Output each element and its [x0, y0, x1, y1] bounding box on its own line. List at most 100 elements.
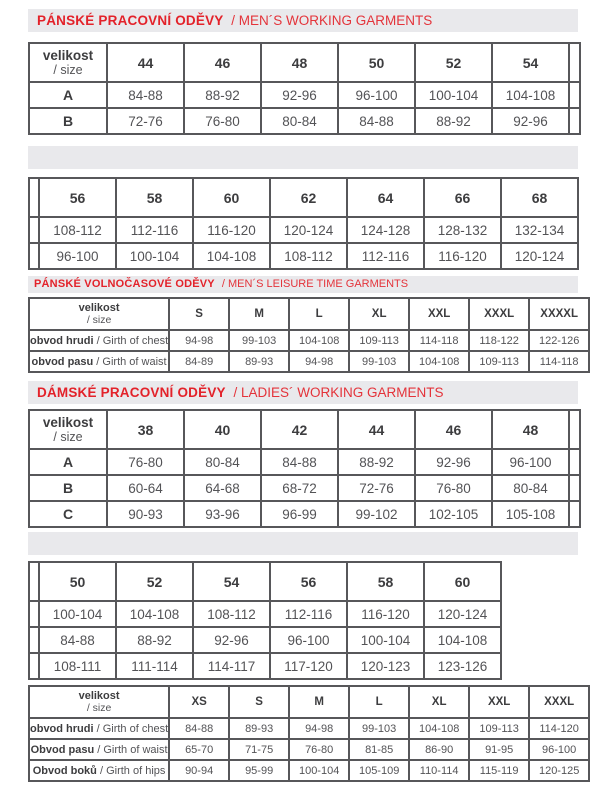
size-range-cell: 109-113 — [348, 329, 411, 352]
measurement-label-en: / Girth of chest — [93, 722, 169, 735]
size-range-cell: 80-84 — [260, 107, 339, 135]
size-range-cell: 120-124 — [423, 600, 502, 628]
size-column-header: 38 — [106, 409, 185, 450]
size-column-header: XS — [168, 685, 231, 719]
size-column-header: 48 — [491, 409, 570, 450]
size-range-cell: 100-104 — [346, 626, 425, 654]
clipped-column-sliver — [28, 561, 40, 602]
size-range-cell: 93-96 — [183, 500, 262, 528]
table-header-row: velikost / size S M L XL XXL XXXL XXXXL — [27, 297, 591, 331]
section-title-en: / MEN´S WORKING GARMENTS — [231, 13, 433, 28]
measurement-label-cz: obvod hrudi — [30, 722, 94, 735]
section-title-mens-working: PÁNSKÉ PRACOVNÍ ODĚVY / MEN´S WORKING GA… — [28, 9, 578, 32]
size-column-header: XXL — [408, 297, 471, 331]
measurement-label-cz: obvod pasu — [31, 355, 94, 368]
size-table: velikost / size XS S M L XL XXL XXXL obvod hrudi … — [27, 685, 591, 782]
size-range-cell: 115-119 — [468, 759, 531, 782]
clipped-column-sliver — [568, 81, 581, 109]
measurement-label-en: / Girth of chest — [93, 334, 169, 347]
size-column-header: L — [348, 685, 411, 719]
size-range-cell: 112-116 — [269, 600, 348, 628]
clipped-column-sliver — [28, 242, 40, 270]
size-column-header: 42 — [260, 409, 339, 450]
size-column-header: 40 — [183, 409, 262, 450]
size-column-header: 52 — [414, 42, 493, 83]
table-row: 100-104 104-108 108-112 112-116 116-120 120-1… — [28, 600, 502, 628]
size-range-cell: 84-89 — [168, 350, 231, 373]
size-range-cell: 114-118 — [408, 329, 471, 352]
size-table: velikost / size S M L XL XXL XXXL XXXXL obvod hru… — [27, 297, 591, 373]
size-table: velikost / size 38 40 42 44 46 48 A 76-80 80-84 84-… — [28, 409, 581, 528]
clipped-column-sliver — [28, 652, 40, 680]
size-sublabel: / size — [53, 63, 83, 77]
table-letter-sizes-xs-xxxl: velikost / size XS S M L XL XXL XXXL obvod hrudi … — [27, 685, 600, 782]
size-range-cell: 96-100 — [491, 448, 570, 476]
velikost-label: velikost — [78, 690, 120, 702]
size-range-cell: 100-104 — [115, 242, 194, 270]
table-row: 96-100 100-104 104-108 108-112 112-116 116-12… — [28, 242, 579, 270]
size-column-header: 50 — [38, 561, 117, 602]
clipped-column-sliver — [568, 107, 581, 135]
section-title-en: / LADIES´ WORKING GARMENTS — [233, 385, 444, 400]
size-column-header: 60 — [423, 561, 502, 602]
size-column-header: 68 — [500, 177, 579, 218]
size-column-header: 50 — [337, 42, 416, 83]
size-range-cell: 88-92 — [414, 107, 493, 135]
size-range-cell: 76-80 — [414, 474, 493, 502]
size-column-header: 54 — [491, 42, 570, 83]
clipped-column-sliver — [568, 474, 581, 502]
size-range-cell: 71-75 — [228, 738, 291, 761]
size-range-cell: 120-124 — [269, 216, 348, 244]
size-range-cell: 108-111 — [38, 652, 117, 680]
size-column-header: 56 — [269, 561, 348, 602]
size-range-cell: 109-113 — [468, 717, 531, 740]
size-range-cell: 96-99 — [260, 500, 339, 528]
size-range-cell: 89-93 — [228, 717, 291, 740]
size-column-header: XL — [408, 685, 471, 719]
size-range-cell: 72-76 — [337, 474, 416, 502]
size-corner-cell: velikost / size — [28, 409, 108, 450]
size-chart-page: PÁNSKÉ PRACOVNÍ ODĚVY / MEN´S WORKING GA… — [27, 9, 600, 782]
size-range-cell: 92-96 — [260, 81, 339, 109]
size-range-cell: 88-92 — [115, 626, 194, 654]
measurement-letter-cell: C — [28, 500, 108, 528]
table-ladies-working-sizes-38-48: velikost / size 38 40 42 44 46 48 A 76-80 80-84 84-… — [28, 409, 600, 528]
size-range-cell: 105-108 — [491, 500, 570, 528]
table-header-row: velikost / size XS S M L XL XXL XXXL — [27, 685, 591, 719]
size-column-header: XXXXL — [528, 297, 591, 331]
size-column-header: 58 — [346, 561, 425, 602]
size-range-cell: 116-120 — [192, 216, 271, 244]
size-range-cell: 90-94 — [168, 759, 231, 782]
size-range-cell: 100-104 — [38, 600, 117, 628]
size-column-header: 46 — [414, 409, 493, 450]
size-range-cell: 90-93 — [106, 500, 185, 528]
velikost-label: velikost — [78, 302, 120, 314]
size-column-header: 44 — [337, 409, 416, 450]
size-range-cell: 120-125 — [528, 759, 591, 782]
size-range-cell: 65-70 — [168, 738, 231, 761]
table-row: obvod hrudi / Girth of chest 84-88 89-93 94… — [27, 717, 591, 740]
size-range-cell: 88-92 — [183, 81, 262, 109]
size-column-header: 52 — [115, 561, 194, 602]
size-range-cell: 92-96 — [414, 448, 493, 476]
size-range-cell: 84-88 — [168, 717, 231, 740]
measurement-label-cell: obvod hrudi / Girth of chest — [27, 329, 171, 352]
size-range-cell: 114-118 — [528, 350, 591, 373]
table-row: B 60-64 64-68 68-72 72-76 76-80 80-84 — [28, 474, 581, 502]
table-row: Obvod boků / Girth of hips 90-94 95-99 100-… — [27, 759, 591, 782]
measurement-label-cell: Obvod pasu / Girth of waist — [27, 738, 171, 761]
size-range-cell: 94-98 — [288, 717, 351, 740]
size-table: 50 52 54 56 58 60 100-104 104-108 108-112 112-116… — [28, 561, 502, 680]
table-row: 108-112 112-116 116-120 120-124 124-128 128-1… — [28, 216, 579, 244]
table-row: 108-111 111-114 114-117 117-120 120-123 123-1… — [28, 652, 502, 680]
size-column-header: 60 — [192, 177, 271, 218]
clipped-column-sliver — [28, 216, 40, 244]
size-range-cell: 96-100 — [528, 738, 591, 761]
size-range-cell: 95-99 — [228, 759, 291, 782]
size-range-cell: 76-80 — [106, 448, 185, 476]
size-range-cell: 132-134 — [500, 216, 579, 244]
size-range-cell: 84-88 — [38, 626, 117, 654]
size-table: 56 58 60 62 64 66 68 108-112 112-116 116-120 120-1… — [28, 177, 579, 270]
size-column-header: XXXL — [528, 685, 591, 719]
measurement-label-en: / Girth of hips — [96, 764, 166, 777]
